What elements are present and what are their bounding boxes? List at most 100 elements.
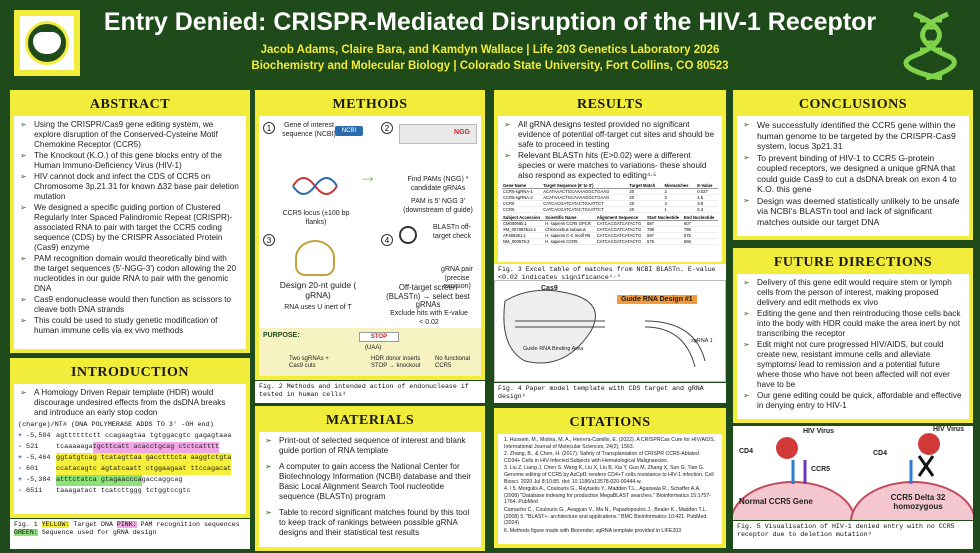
fig1-green-label: GREEN: [14, 529, 38, 536]
table-cell: 20 [628, 194, 664, 201]
table-cell: H. sapiens CCR5 [544, 238, 596, 245]
two-sgrnas-label: Two sgRNAs + Cas9 cuts [289, 356, 329, 369]
sequence-strand-sign: - [18, 487, 23, 495]
gene-sequence-label: Gene of interest sequence (NCBI) [282, 122, 336, 138]
table-cell: 2 [663, 188, 697, 195]
table-row: CM000665.1 H. sapiens CCR5 GPCR CATCACGATC… [502, 220, 718, 227]
pam-bar: NGG [399, 124, 477, 144]
column-header: End Nucleotide [682, 215, 718, 221]
table-cell: 789 [646, 226, 683, 233]
table-cell: 20 [628, 200, 664, 207]
find-pams-label: Find PAMs (NGG) * candidate gRNAs [407, 176, 469, 192]
fig1-caption: Fig. 1 YELLOW: Target DNA PINK: PAM reco… [10, 519, 250, 549]
blastn-label: BLASTn off-target check [432, 224, 472, 240]
sequence-strand-sign: - [18, 443, 23, 451]
results-section: RESULTS All gRNA designs tested provided… [494, 90, 726, 266]
step-2-badge: 2 [381, 122, 393, 134]
table-cell: XM_007893512.1 [502, 226, 545, 233]
uaa-label: (UAA) [365, 345, 382, 351]
table-cell: CATCACGATCATACTG [595, 220, 647, 227]
pam-note: PAM is 5' NGG 3' (downstream of guide) [403, 198, 473, 214]
poster-authors: Jacob Adams, Claire Bara, and Kamdyn Wal… [90, 42, 890, 74]
list-item: We successfully identified the CCR5 gene… [743, 120, 963, 152]
offtarget-label: Off-target screen (BLASTn) → select best… [386, 283, 470, 309]
list-item: A Homology Driven Repair template (HDR) … [20, 388, 240, 418]
sequence-row: + -5,504 agttttttctt ccagaagtaa tgtggacgtc… [14, 431, 246, 442]
table-cell: CM000665.1 [502, 220, 545, 227]
table-row: NM_000579.3 H. sapiens CCR5 CATCACGATCATAC… [502, 238, 718, 245]
column-header: Target Sequence (5' to 3') [542, 183, 629, 189]
introduction-section: INTRODUCTION A Homology Driven Repair te… [10, 358, 250, 518]
list-item: Our gene editing could be quick, afforda… [743, 391, 963, 411]
introduction-list: A Homology Driven Repair template (HDR) … [14, 384, 246, 418]
table-row: CCR5-sgRNA-2 ACATAAACTGCAAAAGGCTGAAG 20 3 4.… [502, 194, 718, 201]
table-cell: 566 [682, 238, 718, 245]
column-header: Mismatches [663, 183, 697, 189]
list-item: The Knockout (K.O.) of this gene blocks … [20, 151, 240, 171]
citation-item: 4. / 5. Morgulis A., Coulouris G., Rayts… [504, 486, 711, 506]
column-header: Target Match [628, 183, 664, 189]
table-cell: CCR5 [502, 206, 543, 213]
binding-area-label: Guide RNA Binding Area [523, 346, 584, 352]
citation-item: 2. Zhang, B., & Chen, H. (2017). Safety … [504, 451, 699, 464]
sequence-block: + -5,504 agttttttctt ccagaagtaa tgtggacgtc… [14, 431, 246, 497]
cas9-label: Cas9 [541, 285, 558, 292]
sequence-header: (charge)/NT# (DNA POLYMERASE ADDS TO 3' … [18, 421, 214, 429]
table-cell: ACATAAACTGCAAAAGGCTGAAG [542, 194, 629, 201]
fig4-paper-model: Cas9 Guide RNA Design #1 Guide RNA Bindi… [494, 280, 726, 382]
fig3-caption: Fig. 3 Excel table of matches from NCBI … [494, 264, 726, 281]
fig1-text: PAM recognition sequences [136, 521, 240, 528]
list-item: Design was deemed statistically unlikely… [743, 196, 963, 228]
table-cell: 6.3 [696, 206, 718, 213]
list-item: Edit might not cure progressed HIV/AIDS,… [743, 340, 963, 390]
introduction-title: INTRODUCTION [14, 362, 246, 384]
table-cell: 1 [663, 206, 697, 213]
blast-hits-table: Subject Accession Scientific Name Alignmen… [502, 215, 718, 245]
list-item: To prevent binding of HIV-1 to CCR5 G-pr… [743, 153, 963, 195]
abstract-list: Using the CRISPR/Cas9 gene editing syste… [14, 116, 246, 336]
table-cell: 607 [682, 220, 718, 227]
column-header: Scientific Name [544, 215, 596, 221]
table-row: CCR5 CATCACGATCATACTGAATTCT 20 1 6.3 [502, 206, 718, 213]
conclusions-list: We successfully identified the CCR5 gene… [737, 116, 969, 227]
exclude-label: Exclude hits with E-value < 0.02 [390, 310, 468, 326]
sequence-row: -521 tcaaaaaga tgcttcatt acacctgcag ctctca… [14, 442, 246, 453]
stop-codon-box: STOP [359, 332, 399, 342]
list-item: A computer to gain access the National C… [265, 462, 475, 502]
table-cell: CATCACGATCATACTGAATTCT [542, 200, 629, 207]
methods-section: METHODS 1 Gene of interest sequence (NCB… [255, 90, 485, 380]
csu-ram-logo [14, 10, 80, 76]
sequence-highlight: ccatacagtc agtatcaatt ctggaagaat ttccaga… [56, 464, 232, 475]
table-cell: AF488361.1 [502, 232, 545, 239]
fig1-yellow-label: YELLOW: [41, 521, 70, 528]
sequence-position: -5,504 [26, 432, 51, 440]
results-title: RESULTS [498, 94, 722, 116]
dna-locus-graphic [291, 166, 339, 206]
column-header: Alignment Sequence [595, 215, 647, 221]
search-icon [399, 226, 417, 244]
table-cell: 0.027 [696, 188, 718, 195]
citations-list: 1. Hussein, M., Molina, M. A., Herrera-C… [498, 434, 722, 538]
table-cell: 4 [663, 200, 697, 207]
table-cell: ACATAAACTGCAAAAGGCTGAAG [542, 188, 629, 195]
abstract-title: ABSTRACT [14, 94, 246, 116]
table-cell: CATCACGATCATACTG [595, 232, 647, 239]
sequence-strand-sign: + [18, 454, 23, 462]
sequence-position: 521 [26, 443, 39, 451]
affiliation-line: Biochemistry and Molecular Biology | Col… [251, 60, 729, 72]
fig5-visualisation: HIV Virus HIV Virus CD4 CD4 CCR5 Normal … [730, 426, 976, 553]
sequence-position: 601 [26, 465, 39, 473]
stop-label: STOP [370, 334, 388, 340]
fig1-pink-label: PINK: [116, 521, 137, 528]
sequence-row: + -5,464 ggtatgtcag tcatagttaa gacctttcta … [14, 453, 246, 464]
table-row: AF488361.1 H. sapiens C-C motif R5 CATCACG… [502, 232, 718, 239]
column-header: Subject Accession [502, 215, 545, 221]
fig2-caption: Fig. 2 Methods and intended action of en… [255, 381, 485, 403]
list-item: PAM recognition domain would theoretical… [20, 254, 240, 294]
rna-note: RNA uses U inert of T [284, 304, 352, 311]
sequence-position: 6511 [26, 487, 43, 495]
grna-pair-label: gRNA pair (precise excision) [441, 266, 473, 290]
table-cell: 587 [646, 220, 683, 227]
sequence-nucleotides: tcaaaaaga [56, 443, 93, 451]
sequence-nucleotides: taaagatact tcatcttggg tctggtccgtc [56, 487, 191, 495]
